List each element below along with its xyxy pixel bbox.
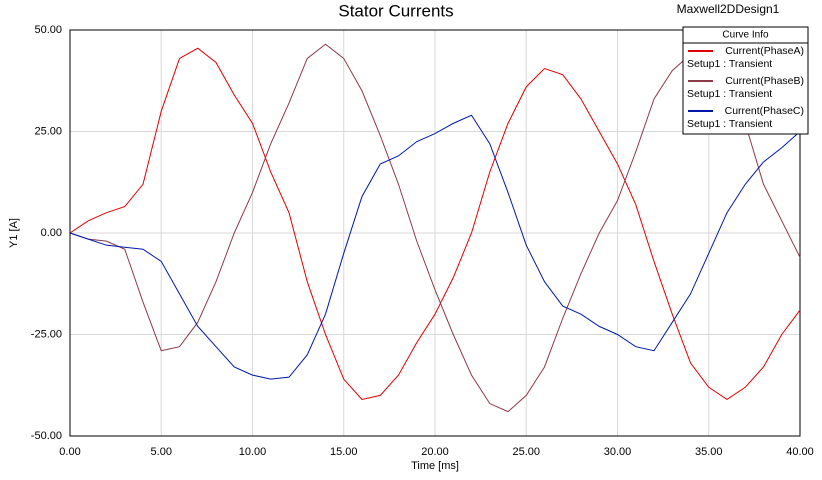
- chart-title: Stator Currents: [338, 1, 453, 20]
- y-tick-label: 50.00: [34, 24, 62, 36]
- x-tick-label: 20.00: [421, 446, 449, 458]
- legend-label: Current(PhaseB): [725, 75, 804, 87]
- legend-label: Current(PhaseC): [725, 105, 804, 117]
- x-tick-label: 25.00: [512, 446, 540, 458]
- legend-sublabel: Setup1 : Transient: [687, 118, 772, 130]
- x-tick-label: 40.00: [786, 446, 814, 458]
- y-tick-label: -50.00: [31, 430, 62, 442]
- x-axis-label: Time [ms]: [411, 460, 459, 472]
- y-axis-label: Y1 [A]: [8, 218, 20, 248]
- x-tick-label: 0.00: [59, 446, 80, 458]
- x-tick-label: 10.00: [239, 446, 267, 458]
- legend-sublabel: Setup1 : Transient: [687, 58, 772, 70]
- x-tick-label: 35.00: [695, 446, 723, 458]
- legend-label: Current(PhaseA): [725, 45, 804, 57]
- y-tick-label: -25.00: [31, 328, 62, 340]
- y-tick-label: 25.00: [34, 125, 62, 137]
- design-name: Maxwell2DDesign1: [677, 2, 780, 16]
- series-line: [69, 47, 801, 401]
- x-tick-label: 15.00: [330, 446, 358, 458]
- series-line: [69, 43, 801, 413]
- y-tick-label: 0.00: [41, 227, 62, 239]
- legend-sublabel: Setup1 : Transient: [687, 88, 772, 100]
- legend-title: Curve Info: [722, 30, 769, 41]
- x-tick-label: 30.00: [604, 446, 632, 458]
- series-line: [69, 114, 801, 380]
- x-tick-label: 5.00: [151, 446, 172, 458]
